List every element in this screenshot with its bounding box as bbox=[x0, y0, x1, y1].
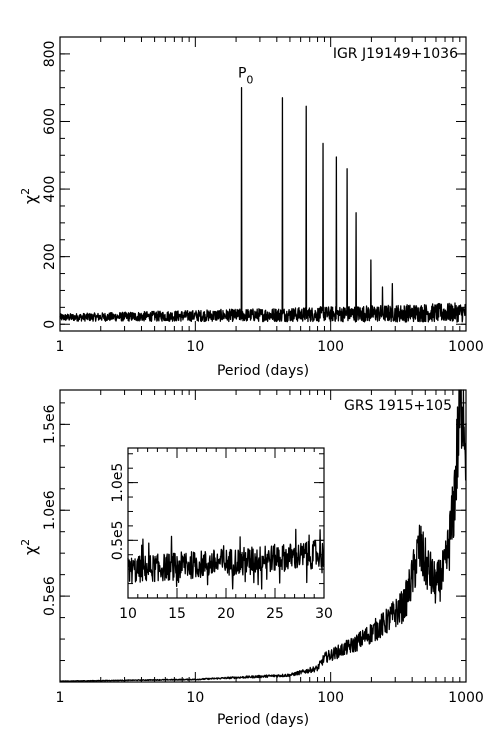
bottom-chart: 1 10 100 1000 0.5e6 1.0e6 1.5e6 GRS 1915+105 P… bbox=[19, 389, 484, 728]
bottom-plot-frame bbox=[59, 389, 467, 683]
bottom-x-tick-label: 1 bbox=[56, 690, 65, 706]
bottom-y-tick-label: 1.5e6 bbox=[42, 404, 58, 444]
top-x-tick-label: 1000 bbox=[448, 339, 484, 355]
bottom-x-tick-label: 1000 bbox=[448, 690, 484, 706]
bottom-axis-ticks: 1 10 100 1000 0.5e6 1.0e6 1.5e6 bbox=[42, 390, 484, 706]
top-axis-ticks: 1 10 100 1000 0 200 400 600 800 bbox=[42, 36, 484, 355]
p0-annotation-subscript: 0 bbox=[246, 74, 253, 87]
inset-x-tick-label: 10 bbox=[119, 606, 137, 622]
inset-y-tick-label: 1.0e5 bbox=[110, 463, 126, 503]
top-y-tick-label: 0 bbox=[42, 320, 58, 329]
inset-y-tick-label: 0.5e5 bbox=[110, 520, 126, 560]
top-x-tick-label: 1 bbox=[56, 339, 65, 355]
top-x-axis-label: Period (days) bbox=[217, 363, 309, 379]
top-y-tick-label: 800 bbox=[42, 41, 58, 68]
bottom-y-axis-label-chi: χ bbox=[21, 546, 40, 555]
top-y-tick-label: 600 bbox=[42, 108, 58, 135]
bottom-y-axis-label: χ2 bbox=[19, 539, 40, 555]
top-y-axis-label-chi: χ bbox=[21, 195, 40, 204]
p0-annotation-text: P bbox=[238, 66, 246, 82]
inset-x-tick-label: 25 bbox=[266, 606, 284, 622]
bottom-periodogram-series bbox=[59, 389, 467, 682]
bottom-x-tick-label: 10 bbox=[186, 690, 204, 706]
top-y-axis-label-sup: 2 bbox=[19, 188, 32, 195]
inset-axis-ticks: 10 15 20 25 30 0.5e5 1.0e5 bbox=[110, 448, 333, 622]
inset-periodogram-series bbox=[127, 528, 325, 590]
top-plot-frame bbox=[59, 36, 467, 332]
inset-background bbox=[128, 448, 324, 598]
inset-x-tick-label: 20 bbox=[217, 606, 235, 622]
bottom-x-tick-label: 100 bbox=[317, 690, 344, 706]
inset-chart: 10 15 20 25 30 0.5e5 1.0e5 bbox=[110, 447, 333, 622]
top-x-tick-label: 100 bbox=[317, 339, 344, 355]
top-x-tick-label: 10 bbox=[186, 339, 204, 355]
top-periodogram-series bbox=[59, 87, 467, 323]
p0-annotation: P0 bbox=[238, 66, 253, 87]
bottom-y-axis-label-sup: 2 bbox=[19, 539, 32, 546]
bottom-x-axis-label: Period (days) bbox=[217, 712, 309, 728]
bottom-y-tick-label: 0.5e6 bbox=[42, 576, 58, 616]
top-y-axis-label: χ2 bbox=[19, 188, 40, 204]
bottom-chart-title: GRS 1915+105 bbox=[344, 398, 452, 414]
bottom-y-tick-label: 1.0e6 bbox=[42, 490, 58, 530]
top-chart-title: IGR J19149+1036 bbox=[333, 46, 458, 62]
inset-x-tick-label: 15 bbox=[168, 606, 186, 622]
top-y-tick-label: 200 bbox=[42, 243, 58, 270]
inset-x-tick-label: 30 bbox=[315, 606, 333, 622]
top-y-tick-label: 400 bbox=[42, 176, 58, 203]
